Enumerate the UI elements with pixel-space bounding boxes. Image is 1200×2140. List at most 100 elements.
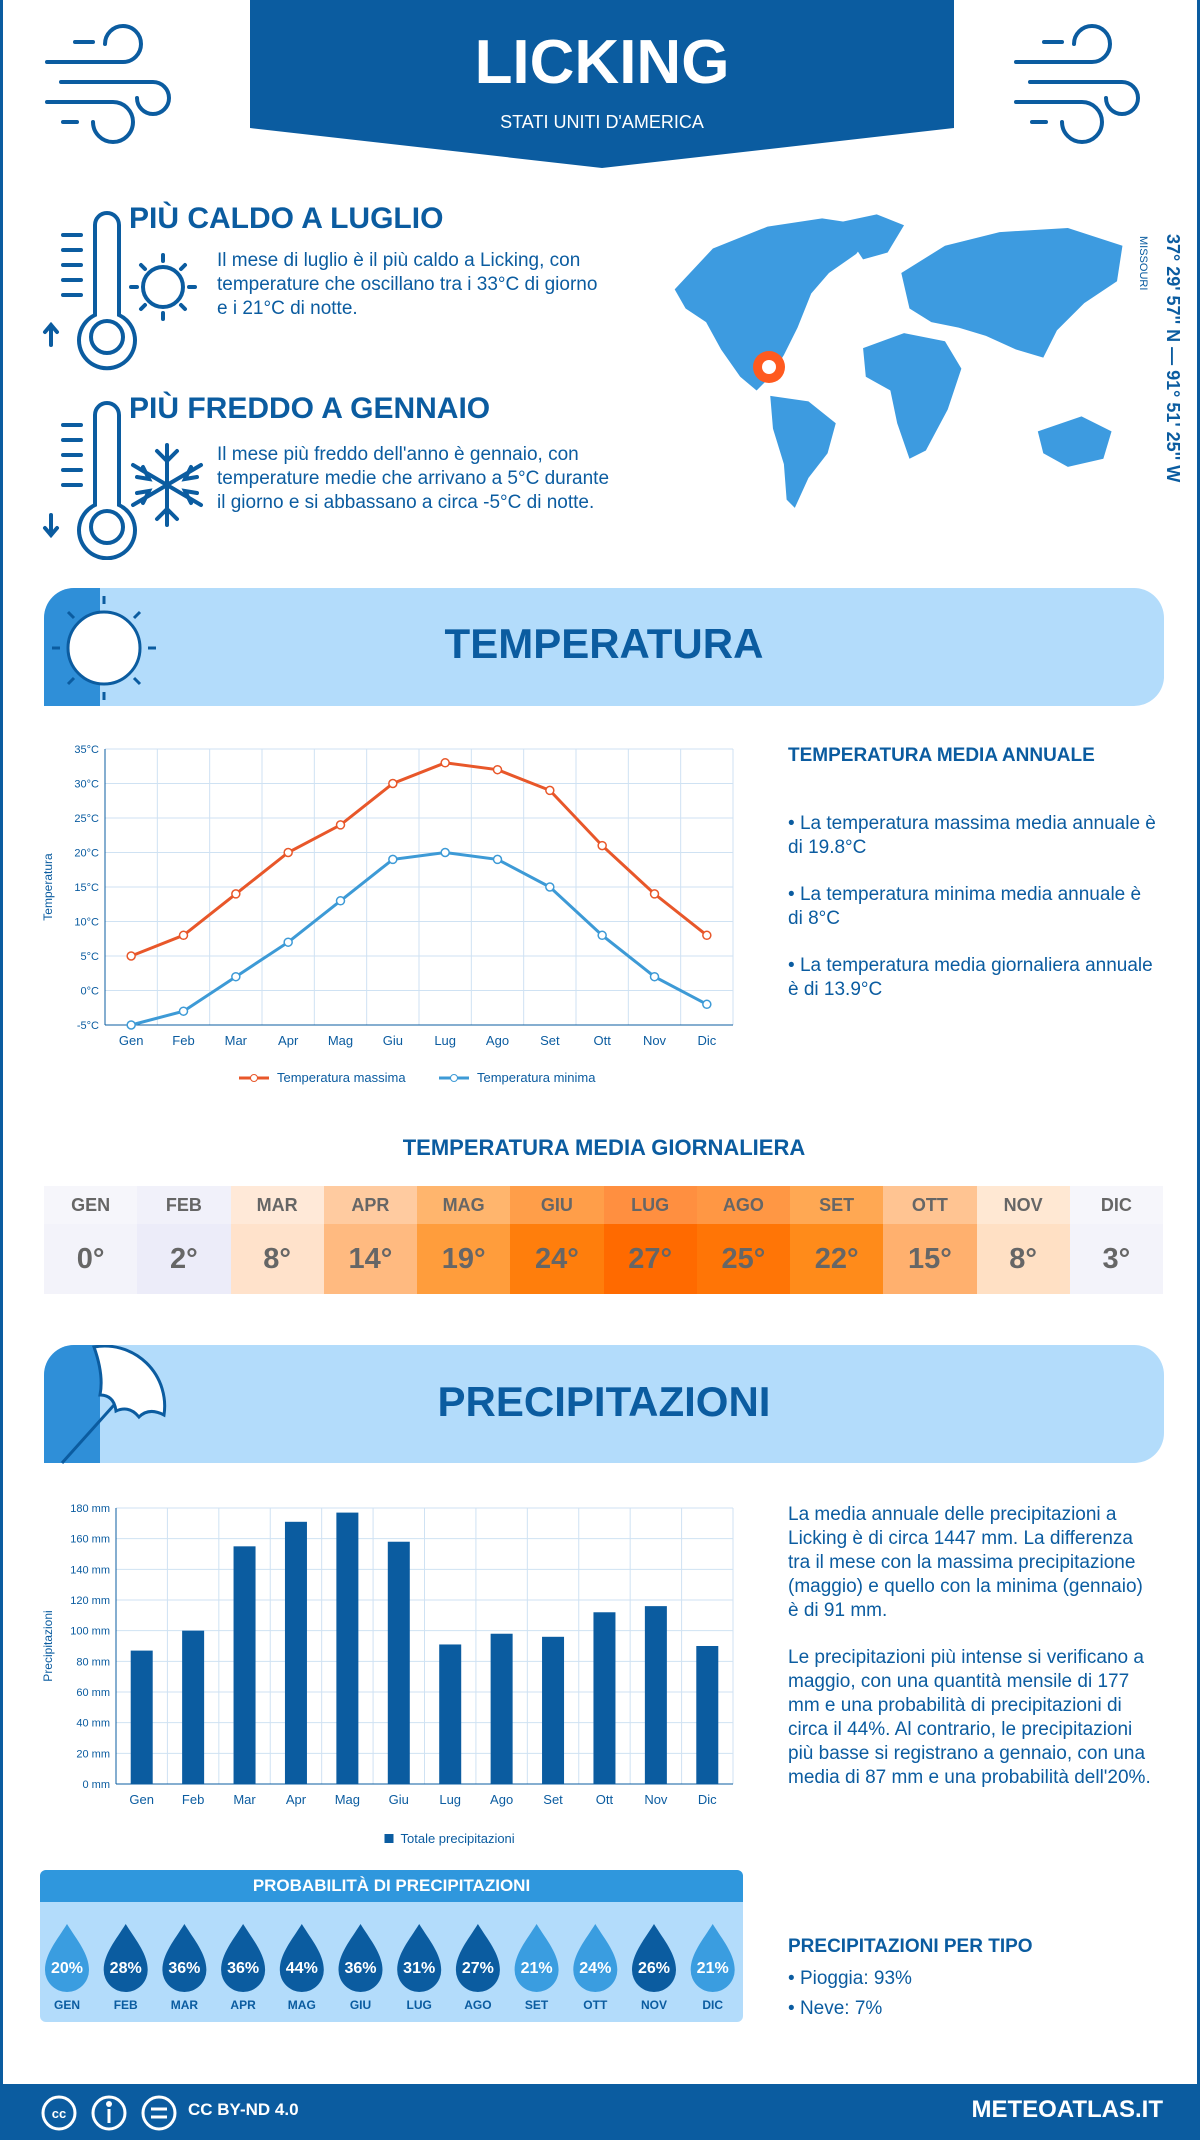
x-tick-label: Mar <box>225 1033 248 1048</box>
drop-label: 20% <box>51 1960 83 1977</box>
drop-month: SET <box>525 1998 549 2012</box>
license: CC BY-ND 4.0 <box>188 2100 299 2119</box>
point <box>388 778 398 789</box>
point <box>492 764 503 775</box>
precip-title: PRECIPITAZIONI <box>437 1378 771 1425</box>
probability-drops: 20% GEN 28% FEB 36% MAR 36% APR 44% MAG 36% GIU 31% L… <box>45 1924 735 2012</box>
wind-icon-left <box>45 24 171 144</box>
x-tick-label: Giu <box>383 1033 403 1048</box>
precip-banner <box>44 1345 1164 1465</box>
point <box>492 854 503 865</box>
bar <box>439 1644 462 1784</box>
hot-text: Il mese di luglio è il più caldo a Licki… <box>217 250 598 319</box>
y-tick-label: 0°C <box>81 986 100 998</box>
precip-chart: 0 mm 20 mm 40 mm 60 mm 80 mm 100 mm 120 mm 140 … <box>41 1503 734 1846</box>
footer <box>3 2084 1197 2140</box>
x-tick-label: Mag <box>328 1033 353 1048</box>
point <box>649 889 660 899</box>
daily-value: 24° <box>534 1243 579 1275</box>
point <box>702 999 712 1010</box>
bar <box>336 1512 359 1784</box>
daily-column: OTT 15° <box>883 1186 977 1294</box>
y-tick-label: 35°C <box>74 744 99 756</box>
hot-title: PIÙ CALDO A LUGLIO <box>129 202 444 235</box>
y-tick-label: 25°C <box>74 813 99 825</box>
bar <box>233 1546 256 1784</box>
bar <box>182 1630 205 1784</box>
daily-value: 3° <box>1102 1243 1131 1275</box>
point <box>649 971 660 982</box>
daily-column: GEN 0° <box>44 1186 138 1294</box>
point <box>545 882 555 892</box>
drop <box>632 1924 676 1992</box>
header-graphics <box>45 0 1140 168</box>
daily-value: 8° <box>1009 1243 1037 1275</box>
legend-label: Totale precipitazioni <box>401 1831 515 1846</box>
daily-value: 0° <box>76 1243 105 1275</box>
drop <box>690 1924 735 1992</box>
drop <box>221 1924 266 1992</box>
x-tick-label: Dic <box>698 1792 717 1807</box>
daily-column: GIU 24° <box>510 1186 604 1294</box>
drop-label: 21% <box>521 1960 553 1977</box>
precip-paragraph: Le precipitazioni più intense si verific… <box>788 1647 1151 1788</box>
x-tick-label: Gen <box>119 1033 144 1048</box>
precip-type-item: Pioggia: 93% <box>788 1967 912 1991</box>
drop <box>338 1924 383 1992</box>
point <box>126 1020 136 1030</box>
bar <box>130 1650 153 1784</box>
x-tick-label: Apr <box>278 1033 299 1048</box>
point <box>178 1006 189 1016</box>
y-axis-label: Precipitazioni <box>41 1610 55 1681</box>
y-tick-label: 140 mm <box>70 1564 110 1576</box>
daily-value: 27° <box>628 1243 673 1275</box>
y-tick-label: 100 mm <box>70 1626 110 1638</box>
x-tick-label: Lug <box>434 1033 456 1048</box>
daily-month: MAR <box>230 1186 324 1224</box>
x-tick-label: Ott <box>596 1792 614 1807</box>
y-tick-label: 160 mm <box>70 1534 110 1546</box>
point <box>335 820 346 830</box>
point <box>335 896 346 906</box>
daily-column: MAR 8° <box>230 1186 324 1294</box>
x-tick-label: Dic <box>697 1033 716 1048</box>
daily-month: FEB <box>137 1186 231 1224</box>
drop <box>162 1924 207 1992</box>
drop-month: NOV <box>641 1998 667 2012</box>
daily-column: DIC 3° <box>1069 1186 1163 1294</box>
daily-month: DIC <box>1069 1186 1163 1224</box>
x-tick-label: Nov <box>643 1033 667 1048</box>
drop-label: 26% <box>638 1960 670 1977</box>
bar <box>490 1633 513 1784</box>
coordinates: 37° 29' 57'' N — 91° 51' 25'' W <box>1163 234 1183 483</box>
line-series <box>130 761 708 958</box>
x-tick-label: Set <box>543 1792 563 1807</box>
daily-value: 14° <box>348 1243 393 1275</box>
daily-month: APR <box>323 1186 417 1224</box>
y-tick-label: 5°C <box>81 951 100 963</box>
x-tick-label: Set <box>540 1033 560 1048</box>
daily-value: 25° <box>721 1243 766 1275</box>
world-map <box>674 214 1123 508</box>
bar <box>696 1646 719 1784</box>
annual-title: TEMPERATURA MEDIA ANNUALE <box>788 745 1095 766</box>
precip-paragraph: La media annuale delle precipitazioni a … <box>788 1504 1143 1621</box>
point <box>283 847 293 858</box>
drop-month: OTT <box>583 1998 608 2012</box>
precip-type-title: PRECIPITAZIONI PER TIPO <box>788 1936 1033 1957</box>
daily-value: 8° <box>263 1243 291 1275</box>
daily-column: NOV 8° <box>976 1186 1070 1294</box>
y-axis-label: Temperatura <box>41 853 55 921</box>
daily-column: SET 22° <box>790 1186 884 1294</box>
drop <box>573 1924 618 1992</box>
daily-value: 15° <box>907 1243 952 1275</box>
point <box>283 937 293 947</box>
site: METEOATLAS.IT <box>971 2096 1163 2123</box>
temperature-title: TEMPERATURA <box>444 620 764 667</box>
x-tick-label: Mar <box>233 1792 256 1807</box>
bar <box>387 1541 410 1784</box>
drop-label: 36% <box>227 1960 259 1977</box>
cold-title: PIÙ FREDDO A GENNAIO <box>129 392 491 425</box>
daily-table: GEN 0° FEB 2° MAR 8° APR 14° MAG 19° GIU 24° LUG 27° A… <box>44 1186 1163 1294</box>
svg-text:cc: cc <box>52 2106 66 2121</box>
